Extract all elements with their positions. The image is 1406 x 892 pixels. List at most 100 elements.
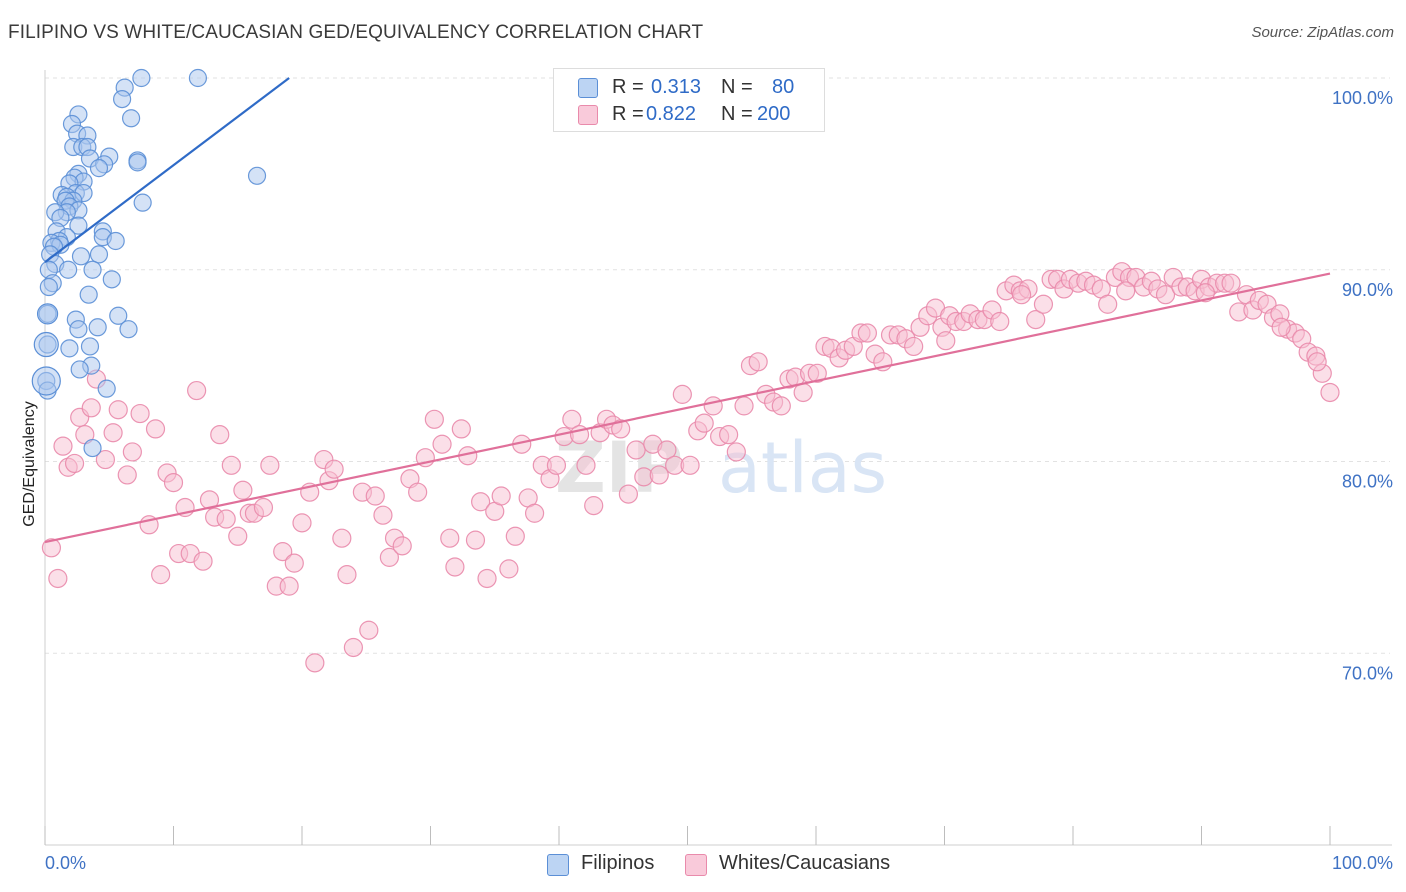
- data-point: [1307, 352, 1327, 372]
- data-point: [233, 480, 253, 500]
- watermark-atlas: atlas: [718, 427, 887, 509]
- data-point: [1026, 310, 1046, 330]
- data-point: [216, 509, 236, 529]
- data-point: [64, 453, 85, 474]
- data-point: [151, 565, 171, 585]
- x-tick-label-min: 0.0%: [45, 853, 86, 873]
- data-point: [103, 423, 123, 443]
- data-point: [680, 455, 700, 475]
- data-point: [440, 528, 460, 548]
- data-point: [499, 559, 519, 579]
- data-point: [703, 396, 723, 416]
- trend-lines: [44, 77, 1331, 544]
- data-point: [88, 318, 107, 337]
- data-point: [424, 409, 444, 429]
- data-point: [305, 653, 325, 673]
- data-point: [89, 159, 109, 178]
- data-point: [284, 553, 304, 573]
- data-point: [1271, 317, 1291, 337]
- data-point: [584, 496, 604, 516]
- data-point: [59, 260, 78, 279]
- filipinos-points: [31, 68, 267, 458]
- tick-labels: 70.0% 80.0% 90.0% 100.0% 0.0% 100.0%: [45, 88, 1393, 873]
- data-point: [576, 455, 596, 475]
- data-point: [60, 339, 79, 358]
- legend-n-label: N =: [721, 76, 753, 98]
- data-point: [491, 486, 511, 506]
- legend-row-filipinos: R = 0.313 N = 80: [554, 74, 824, 100]
- data-point-cluster: [36, 303, 59, 325]
- data-point: [228, 526, 248, 546]
- legend-swatch-blue: [547, 854, 569, 876]
- axes: [44, 70, 1392, 846]
- correlation-legend: R = 0.313 N = 80 R = 0.822 N = 200: [553, 68, 825, 132]
- data-point: [109, 306, 128, 325]
- data-point: [904, 336, 924, 357]
- data-point: [719, 425, 739, 445]
- data-point: [193, 551, 213, 571]
- data-point: [80, 337, 100, 356]
- data-point: [133, 193, 152, 212]
- data-point: [793, 382, 813, 403]
- data-point: [122, 442, 142, 462]
- y-tick-label: 80.0%: [1342, 472, 1393, 492]
- data-point: [1116, 281, 1136, 301]
- data-point: [70, 360, 89, 379]
- source-label: Source: ZipAtlas.com: [1251, 24, 1394, 41]
- y-tick-label: 90.0%: [1342, 280, 1393, 300]
- legend-r-value: 0.822: [646, 103, 697, 125]
- data-point: [337, 565, 357, 585]
- data-point: [471, 492, 491, 512]
- data-point: [108, 400, 128, 420]
- data-point-cluster: [31, 366, 61, 396]
- data-point: [726, 442, 746, 462]
- data-point: [102, 270, 121, 289]
- data-point: [748, 352, 768, 372]
- data-point: [163, 472, 184, 493]
- data-point: [48, 568, 68, 589]
- data-point: [408, 482, 428, 502]
- legend-n-label: N =: [721, 103, 753, 125]
- data-point: [81, 398, 101, 418]
- data-point: [83, 438, 102, 458]
- y-tick-label: 70.0%: [1342, 663, 1393, 683]
- data-point: [343, 637, 363, 658]
- data-point: [292, 513, 312, 533]
- legend-r-label: R =: [612, 76, 644, 98]
- legend-row-whites: R = 0.822 N = 200: [554, 101, 824, 127]
- data-point: [273, 542, 293, 562]
- data-point: [379, 547, 399, 567]
- y-tick-label: 100.0%: [1332, 88, 1393, 108]
- data-point: [1221, 273, 1241, 293]
- data-point: [1011, 285, 1032, 305]
- legend-n-value: 80: [772, 76, 795, 98]
- data-point: [359, 620, 379, 640]
- data-point: [1320, 382, 1340, 403]
- data-point: [807, 363, 827, 383]
- chart-title: FILIPINO VS WHITE/CAUCASIAN GED/EQUIVALE…: [8, 22, 704, 43]
- data-point: [445, 557, 465, 577]
- data-point: [694, 413, 714, 433]
- data-point: [128, 153, 147, 172]
- data-point: [432, 434, 452, 454]
- data-point: [69, 216, 88, 235]
- data-point: [71, 247, 91, 266]
- data-point: [247, 166, 267, 185]
- data-point: [1195, 283, 1215, 303]
- data-point: [611, 419, 631, 439]
- data-point: [524, 503, 545, 523]
- data-point: [649, 465, 669, 485]
- data-point: [562, 409, 582, 429]
- data-point: [990, 311, 1010, 332]
- legend-swatch-blue: [578, 78, 598, 98]
- data-point: [121, 109, 141, 128]
- data-point: [210, 425, 230, 445]
- trend-line-filipinos: [44, 77, 290, 263]
- data-point: [373, 505, 393, 525]
- data-point: [672, 384, 692, 404]
- data-point: [1155, 285, 1176, 305]
- data-point: [365, 486, 385, 506]
- data-point: [83, 260, 102, 279]
- data-point: [145, 419, 166, 439]
